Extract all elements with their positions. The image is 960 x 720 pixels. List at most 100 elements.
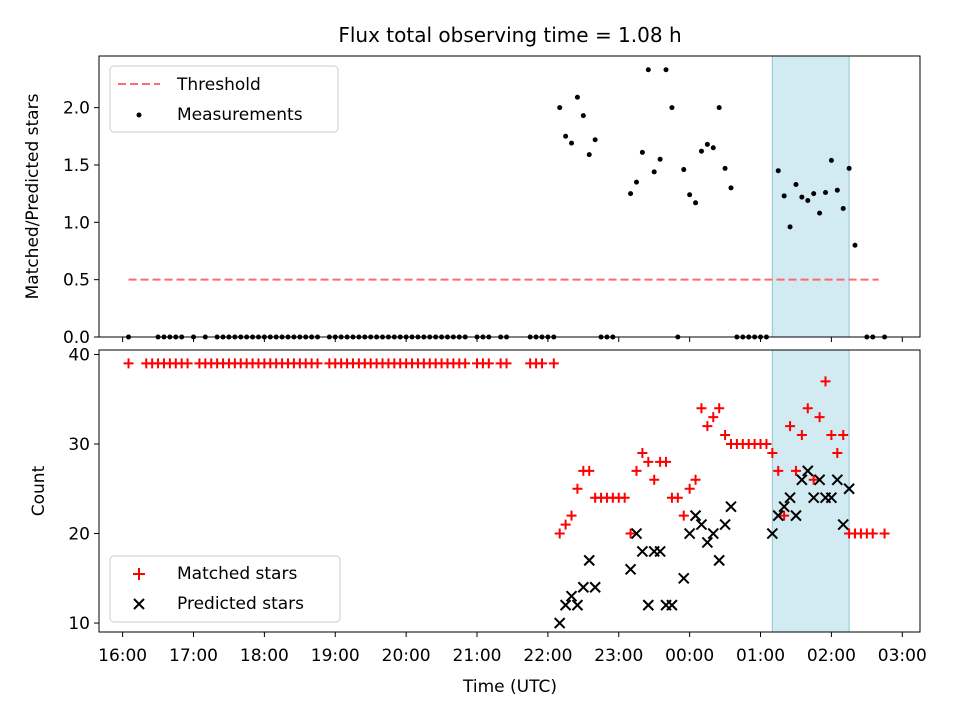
bottom-y-axis-label: Count <box>29 465 49 516</box>
y-tick-label: 30 <box>68 435 90 455</box>
matched-star-point <box>312 358 323 369</box>
legend-threshold-label: Threshold <box>176 75 261 95</box>
predicted-star-point <box>642 599 655 611</box>
predicted-star-point <box>766 527 779 540</box>
bottom-y-ticks: 10 20 30 40 <box>68 345 99 634</box>
y-tick-label: 0.0 <box>63 328 90 348</box>
matched-star-point <box>566 510 577 521</box>
matched-star-point <box>796 430 807 441</box>
measurement-point <box>563 133 569 139</box>
x-tick-label: 03:00 <box>878 646 927 666</box>
predicted-star-point <box>772 509 784 522</box>
measurement-point <box>775 168 781 174</box>
measurement-point <box>669 105 675 111</box>
predicted-star-point <box>571 599 584 611</box>
matched-star-point <box>767 447 778 458</box>
legend-measurement-swatch <box>136 112 142 118</box>
legend-predicted-swatch <box>133 598 145 610</box>
predicted-star-point <box>624 563 637 576</box>
measurement-point <box>852 242 858 248</box>
y-tick-label: 20 <box>68 525 90 545</box>
matched-star-point <box>720 430 731 441</box>
y-tick-label: 0.5 <box>63 271 90 291</box>
measurement-point <box>628 191 634 197</box>
matched-star-point <box>867 528 878 539</box>
matched-star-point <box>460 358 471 369</box>
measurement-point <box>781 193 787 199</box>
measurement-point <box>793 181 799 187</box>
measurement-point <box>693 200 699 206</box>
matched-star-point <box>826 430 837 441</box>
bottom-legend: Matched stars Predicted stars <box>109 555 341 623</box>
predicted-star-point <box>559 599 572 611</box>
matched-star-point <box>802 403 813 414</box>
matched-star-point <box>631 465 642 476</box>
measurement-point <box>716 105 722 111</box>
predicted-star-point <box>583 554 595 567</box>
predicted-star-point <box>695 518 708 531</box>
matched-star-point <box>702 421 713 432</box>
matched-star-point <box>182 358 193 369</box>
x-axis-label: Time (UTC) <box>462 677 557 697</box>
measurement-point <box>633 179 639 185</box>
matched-star-point <box>785 421 796 432</box>
chart-title: Flux total observing time = 1.08 h <box>338 23 681 47</box>
matched-star-point <box>501 358 512 369</box>
matched-star-point <box>483 358 494 369</box>
measurement-point <box>828 157 834 163</box>
legend-matched-label: Matched stars <box>177 564 297 584</box>
predicted-star-point <box>843 483 855 495</box>
predicted-star-point <box>802 465 814 477</box>
measurement-point <box>710 145 716 151</box>
x-tick-label: 02:00 <box>807 646 856 666</box>
matched-star-point <box>838 430 849 441</box>
x-tick-label: 00:00 <box>665 646 714 666</box>
y-tick-label: 1.0 <box>63 213 90 233</box>
matched-star-point <box>678 510 689 521</box>
legend-matched-swatch <box>133 568 145 580</box>
measurement-point <box>817 210 823 216</box>
measurement-point <box>663 67 669 73</box>
matched-star-point <box>708 412 719 423</box>
measurement-point <box>657 156 663 162</box>
matched-star-point <box>584 465 595 476</box>
predicted-star-point <box>630 527 643 540</box>
x-tick-label: 21:00 <box>453 646 502 666</box>
bottom-legend-box <box>109 555 341 623</box>
measurement-point <box>846 165 852 171</box>
matched-star-point <box>773 465 784 476</box>
top-panel: 0.00.51.01.52.0 Matched/Predicted stars … <box>23 55 921 348</box>
predicted-star-point <box>589 581 601 593</box>
predicted-star-point <box>790 509 802 522</box>
legend-measurements-label: Measurements <box>177 105 303 125</box>
measurement-point <box>787 224 793 230</box>
measurement-point <box>834 187 840 193</box>
top-legend: Threshold Measurements <box>109 65 339 133</box>
matched-star-point <box>814 412 825 423</box>
predicted-star-point <box>784 492 796 504</box>
highlight-span-rect <box>771 349 850 633</box>
measurement-point <box>574 94 580 100</box>
measurement-point <box>586 152 592 158</box>
y-tick-label: 40 <box>68 345 90 365</box>
x-tick-label: 16:00 <box>98 646 147 666</box>
predicted-star-point <box>565 590 578 602</box>
top-legend-box <box>109 65 339 133</box>
matched-star-point <box>808 474 819 485</box>
matched-star-point <box>548 358 559 369</box>
x-tick-label: 20:00 <box>382 646 431 666</box>
matched-star-point <box>661 456 672 467</box>
top-axes-frame <box>98 55 921 338</box>
matched-star-point <box>714 403 725 414</box>
measurement-point <box>698 148 704 154</box>
bottom-panel: 10 20 30 40 16:00 17:00 18:00 19:00 20:00 21:00 2… <box>29 345 927 697</box>
predicted-star-point <box>825 492 838 504</box>
x-tick-label: 23:00 <box>594 646 643 666</box>
matched-star-point <box>536 358 547 369</box>
predicted-star-point <box>678 572 690 584</box>
measurement-point <box>569 140 575 146</box>
predicted-star-point <box>713 554 725 567</box>
predicted-star-point <box>707 527 719 540</box>
x-tick-label: 01:00 <box>736 646 785 666</box>
top-x-ticks <box>122 337 903 342</box>
